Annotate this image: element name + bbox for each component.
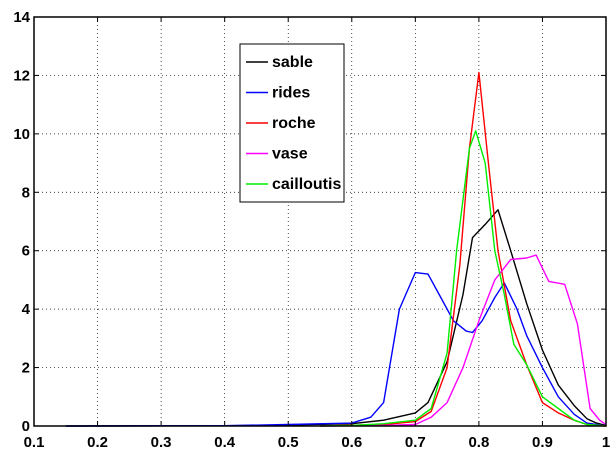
y-tick-label: 2 xyxy=(22,360,30,377)
series-line-roche xyxy=(320,73,606,427)
x-tick-label: 0.6 xyxy=(341,434,362,451)
series-line-cailloutis xyxy=(320,131,606,426)
y-tick-label: 12 xyxy=(13,67,30,84)
x-tick-label: 0.5 xyxy=(278,434,299,451)
x-tick-label: 0.2 xyxy=(87,434,108,451)
y-tick-label: 8 xyxy=(22,184,30,201)
y-tick-label: 4 xyxy=(22,301,31,318)
x-tick-label: 0.3 xyxy=(151,434,172,451)
x-tick-label: 0.1 xyxy=(24,434,45,451)
legend: sable rides roche vase cailloutis xyxy=(240,44,344,202)
legend-label-sable: sable xyxy=(272,54,313,71)
x-tick-label: 0.7 xyxy=(405,434,426,451)
legend-label-vase: vase xyxy=(272,146,308,163)
y-tick-label: 0 xyxy=(22,418,30,435)
legend-label-roche: roche xyxy=(272,115,316,132)
x-tick-label: 0.8 xyxy=(468,434,489,451)
y-tick-label: 6 xyxy=(22,243,30,260)
legend-label-cailloutis: cailloutis xyxy=(272,176,341,193)
y-tick-label: 10 xyxy=(13,126,30,143)
legend-label-rides: rides xyxy=(272,85,310,102)
series-line-sable xyxy=(66,210,606,426)
x-tick-label: 0.4 xyxy=(214,434,236,451)
y-tick-label: 14 xyxy=(13,9,30,26)
series-line-vase xyxy=(320,255,606,426)
x-tick-label: 1 xyxy=(602,434,610,451)
x-tick-label: 0.9 xyxy=(532,434,553,451)
